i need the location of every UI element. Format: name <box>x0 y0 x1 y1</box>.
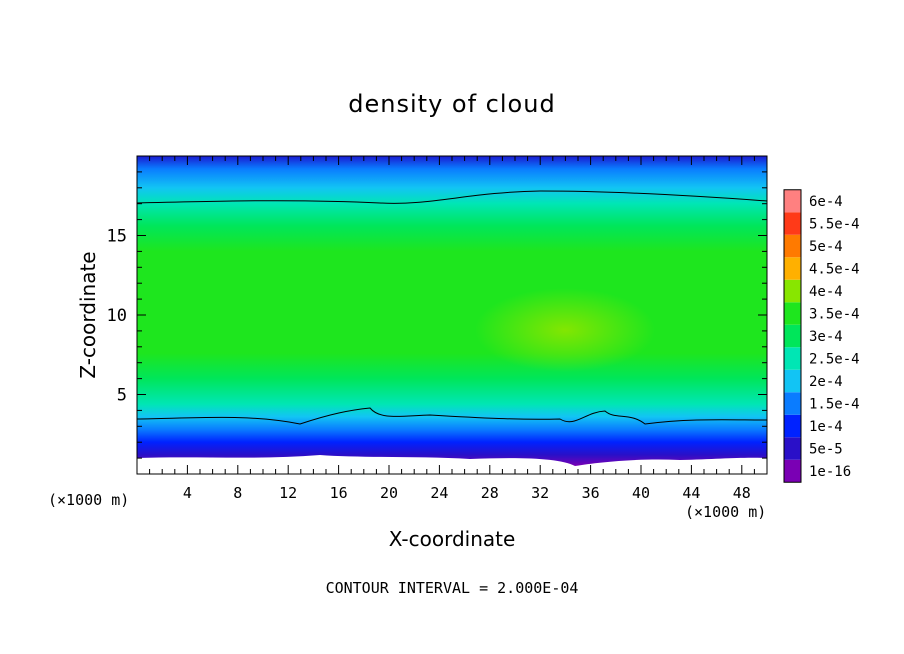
colorbar-label: 3.5e-4 <box>809 307 860 323</box>
colorbar-label: 4e-4 <box>809 284 843 300</box>
x-tick-label: 20 <box>380 484 398 502</box>
colorbar-swatch <box>784 324 801 348</box>
colorbar-swatch <box>784 347 801 370</box>
colorbar-swatch <box>784 189 801 213</box>
contour-interval-note: CONTOUR INTERVAL = 2.000E-04 <box>326 579 579 597</box>
y-axis-label: Z-coordinate <box>76 251 100 378</box>
plot-area <box>137 156 767 474</box>
density-maximum-region <box>475 288 655 372</box>
colorbar-swatch <box>784 437 801 460</box>
x-tick-label: 24 <box>430 484 448 502</box>
x-tick-label: 28 <box>481 484 499 502</box>
density-field <box>137 156 767 474</box>
x-tick-label: 48 <box>733 484 751 502</box>
x-tick-label: 12 <box>279 484 297 502</box>
colorbar-swatch <box>784 212 801 235</box>
colorbar-swatch <box>784 302 801 325</box>
upper-contour-line <box>137 190 767 204</box>
colorbar-swatch <box>784 414 801 438</box>
x-axis-label: X-coordinate <box>389 527 516 551</box>
colorbar-frame <box>783 189 802 483</box>
x-axis-unit-right: (×1000 m) <box>685 503 766 521</box>
colorbar-swatch <box>784 257 801 280</box>
colorbar-swatch <box>784 459 801 483</box>
colorbar-swatch <box>784 369 801 393</box>
x-axis-ticks: 4 8 12 16 20 24 28 32 36 40 44 48 <box>149 156 755 502</box>
colorbar-label: 1.5e-4 <box>809 397 860 413</box>
y-tick-label: 10 <box>107 306 127 326</box>
colorbar-swatch <box>784 392 801 415</box>
x-tick-label: 4 <box>183 484 192 502</box>
colorbar-label: 3e-4 <box>809 329 843 345</box>
x-tick-label: 16 <box>330 484 348 502</box>
colorbar-label: 6e-4 <box>809 194 843 210</box>
colorbar-label: 5e-4 <box>809 239 843 255</box>
y-tick-label: 5 <box>117 386 127 406</box>
colorbar-label: 2.5e-4 <box>809 352 860 368</box>
colorbar-label: 5.5e-4 <box>809 217 860 233</box>
colorbar-swatch <box>784 234 801 258</box>
colorbar-label: 2e-4 <box>809 374 843 390</box>
ground-edge <box>137 455 767 474</box>
y-tick-label: 15 <box>107 227 127 247</box>
colorbar-swatch <box>784 279 801 303</box>
colorbar-label: 5e-5 <box>809 442 843 458</box>
x-tick-label: 36 <box>582 484 600 502</box>
chart-title: density of cloud <box>348 90 555 118</box>
x-tick-label: 8 <box>233 484 242 502</box>
colorbar-label: 4.5e-4 <box>809 262 860 278</box>
lower-contour-line <box>137 407 767 425</box>
x-axis-unit-left: (×1000 m) <box>48 491 129 509</box>
x-tick-label: 44 <box>682 484 700 502</box>
colorbar-label: 1e-4 <box>809 419 843 435</box>
colorbar: 1e-16 5e-5 1e-4 1.5e-4 2e-4 2.5e-4 3e-4 3.5e-4 4… <box>783 189 860 483</box>
x-tick-label: 32 <box>531 484 549 502</box>
y-axis-ticks: 5 10 15 <box>107 171 767 459</box>
x-tick-label: 40 <box>632 484 650 502</box>
colorbar-label: 1e-16 <box>809 464 851 480</box>
